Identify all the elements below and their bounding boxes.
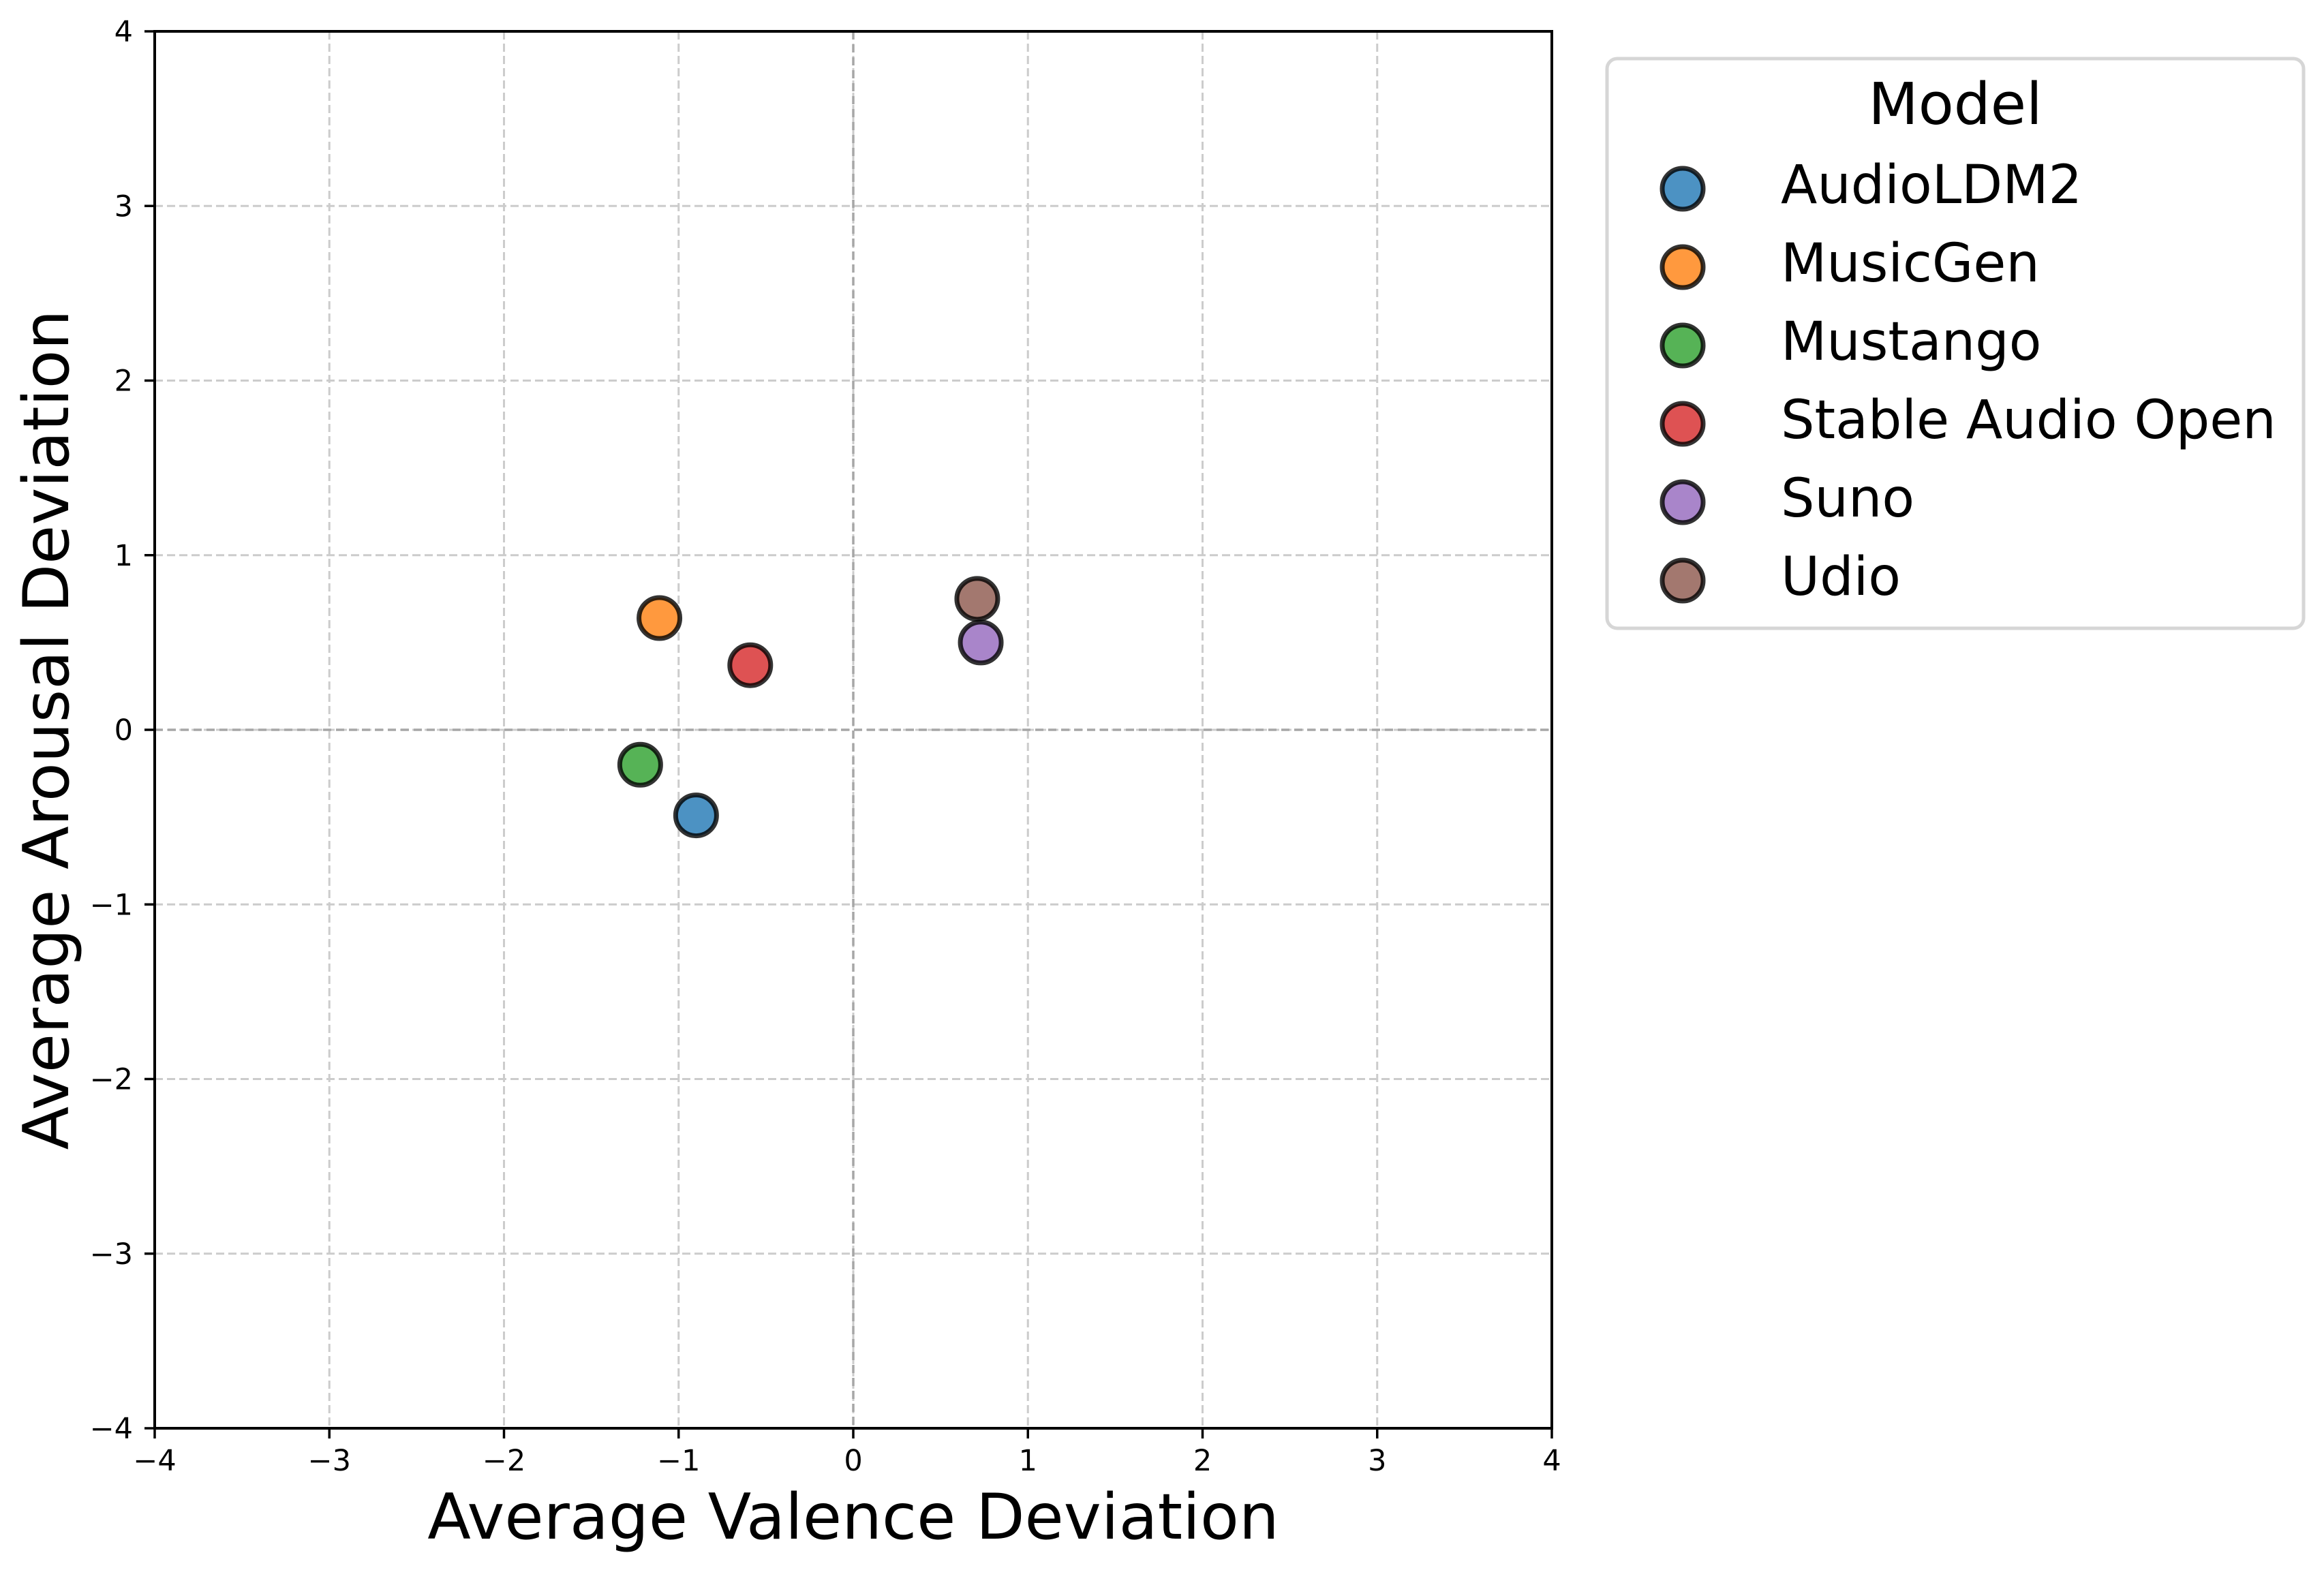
legend-label: Mustango bbox=[1781, 311, 2041, 373]
y-tick-label: 4 bbox=[114, 15, 133, 49]
x-tick-label: −2 bbox=[483, 1444, 525, 1478]
x-tick-label: −4 bbox=[133, 1444, 176, 1478]
y-tick-label: −2 bbox=[90, 1063, 133, 1097]
legend-label: Stable Audio Open bbox=[1781, 390, 2276, 451]
legend-label: Suno bbox=[1781, 468, 1914, 529]
legend-marker-icon bbox=[1660, 401, 1706, 447]
x-tick-label: 1 bbox=[1019, 1444, 1037, 1478]
legend-marker-icon bbox=[1660, 322, 1706, 369]
axis-ticks: −4 −3 −2 −1 0 1 2 3 4 −4 −3 −2 −1 0 1 2 3 4 bbox=[90, 15, 1561, 1478]
x-tick-label: 3 bbox=[1368, 1444, 1386, 1478]
legend: Model AudioLDM2 MusicGen Mustango Stable Au… bbox=[1605, 57, 2306, 630]
legend-label: AudioLDM2 bbox=[1781, 155, 2082, 216]
legend-item: Stable Audio Open bbox=[1660, 390, 2276, 451]
y-tick-label: −3 bbox=[90, 1237, 133, 1272]
data-point-mustango bbox=[617, 741, 663, 788]
y-tick-label: 0 bbox=[114, 713, 133, 748]
legend-marker-icon bbox=[1660, 557, 1706, 604]
legend-marker-icon bbox=[1660, 166, 1706, 212]
data-point-musicgen bbox=[637, 595, 683, 641]
x-tick-label: −1 bbox=[657, 1444, 700, 1478]
y-tick-label: 1 bbox=[114, 539, 133, 573]
data-point-udio bbox=[954, 576, 1000, 622]
y-axis-label: Average Arousal Deviation bbox=[10, 310, 83, 1150]
data-point-audioldm2 bbox=[673, 792, 719, 839]
y-tick-label: 2 bbox=[114, 365, 133, 399]
legend-item: MusicGen bbox=[1660, 233, 2040, 294]
x-tick-label: 4 bbox=[1542, 1444, 1561, 1478]
legend-item: Suno bbox=[1660, 468, 1914, 529]
legend-title: Model bbox=[1868, 71, 2042, 138]
x-tick-label: −3 bbox=[308, 1444, 351, 1478]
legend-item: Udio bbox=[1660, 547, 1901, 608]
legend-marker-icon bbox=[1660, 479, 1706, 525]
x-axis-label: Average Valence Deviation bbox=[427, 1480, 1279, 1554]
legend-marker-icon bbox=[1660, 244, 1706, 290]
legend-label: Udio bbox=[1781, 547, 1901, 608]
legend-item: Mustango bbox=[1660, 311, 2041, 373]
y-tick-label: −1 bbox=[90, 888, 133, 922]
x-tick-label: 0 bbox=[844, 1444, 862, 1478]
legend-frame bbox=[1605, 57, 2306, 630]
legend-items: AudioLDM2 MusicGen Mustango Stable Audio Op… bbox=[1660, 155, 2276, 608]
legend-item: AudioLDM2 bbox=[1660, 155, 2082, 216]
data-point-suno bbox=[958, 619, 1004, 666]
legend-label: MusicGen bbox=[1781, 233, 2040, 294]
y-tick-label: 3 bbox=[114, 189, 133, 224]
data-points bbox=[617, 576, 1004, 839]
data-point-stable-audio-open bbox=[727, 642, 774, 688]
y-tick-label: −4 bbox=[90, 1412, 133, 1446]
x-tick-label: 2 bbox=[1193, 1444, 1212, 1478]
